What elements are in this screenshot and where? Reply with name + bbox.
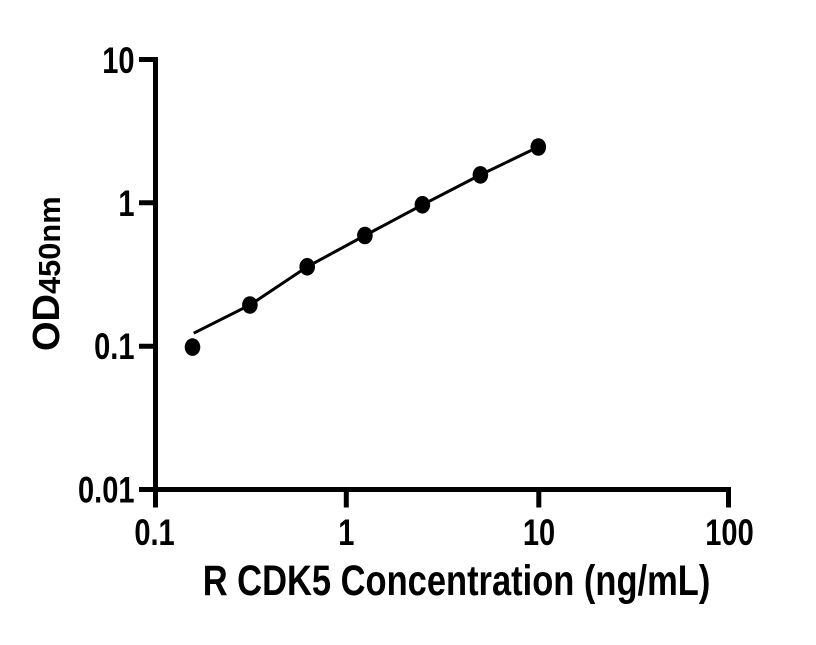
svg-text:OD450nm: OD450nm: [26, 196, 68, 351]
svg-text:100: 100: [705, 513, 753, 554]
svg-text:0.1: 0.1: [134, 513, 174, 554]
svg-text:1: 1: [338, 513, 354, 554]
svg-text:R CDK5 Concentration (ng/mL): R CDK5 Concentration (ng/mL): [203, 557, 711, 604]
svg-text:0.1: 0.1: [94, 327, 134, 368]
svg-text:0.01: 0.01: [78, 470, 135, 511]
svg-text:10: 10: [102, 41, 134, 82]
svg-text:10: 10: [523, 513, 555, 554]
svg-text:1: 1: [118, 184, 134, 225]
